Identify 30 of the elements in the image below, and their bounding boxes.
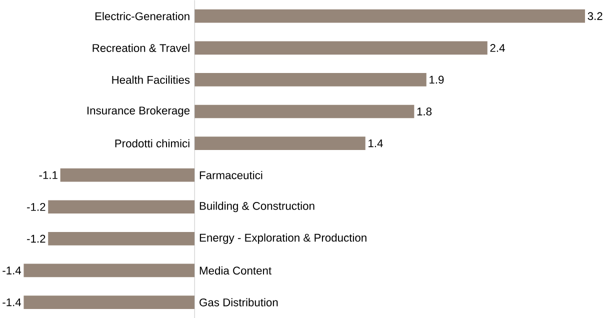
data-label: 1.4 xyxy=(368,139,383,147)
y-tick-label: Building & Construction xyxy=(200,201,314,212)
bar xyxy=(24,295,195,309)
bar xyxy=(60,168,195,182)
bar xyxy=(194,136,366,150)
bar xyxy=(48,200,195,214)
bar xyxy=(48,232,195,246)
bar xyxy=(194,72,426,86)
data-label: -1.2 xyxy=(27,234,46,242)
bar xyxy=(24,264,195,277)
bar xyxy=(194,9,586,23)
bar xyxy=(194,41,488,54)
y-tick-label: Electric-Generation xyxy=(95,12,190,20)
y-tick-label: Media Content xyxy=(200,266,272,274)
data-label: 3.2 xyxy=(588,12,602,20)
data-label: 1.8 xyxy=(417,107,432,116)
bar xyxy=(194,104,414,118)
y-tick-label: Farmaceutici xyxy=(200,170,262,180)
data-label: 2.4 xyxy=(490,44,505,52)
data-label: 1.9 xyxy=(430,76,444,84)
y-tick-label: Gas Distribution xyxy=(200,298,278,306)
y-tick-label: Recreation & Travel xyxy=(92,44,190,52)
data-label: -1.4 xyxy=(2,266,22,274)
y-tick-label: Prodotti chimici xyxy=(115,139,190,148)
y-tick-label: Energy - Exploration & Production xyxy=(200,233,366,244)
data-label: -1.2 xyxy=(27,202,46,211)
y-tick-label: Insurance Brokerage xyxy=(88,106,190,117)
y-tick-label: Health Facilities xyxy=(112,75,190,84)
data-label: -1.4 xyxy=(2,298,22,306)
data-label: -1.1 xyxy=(39,171,58,179)
